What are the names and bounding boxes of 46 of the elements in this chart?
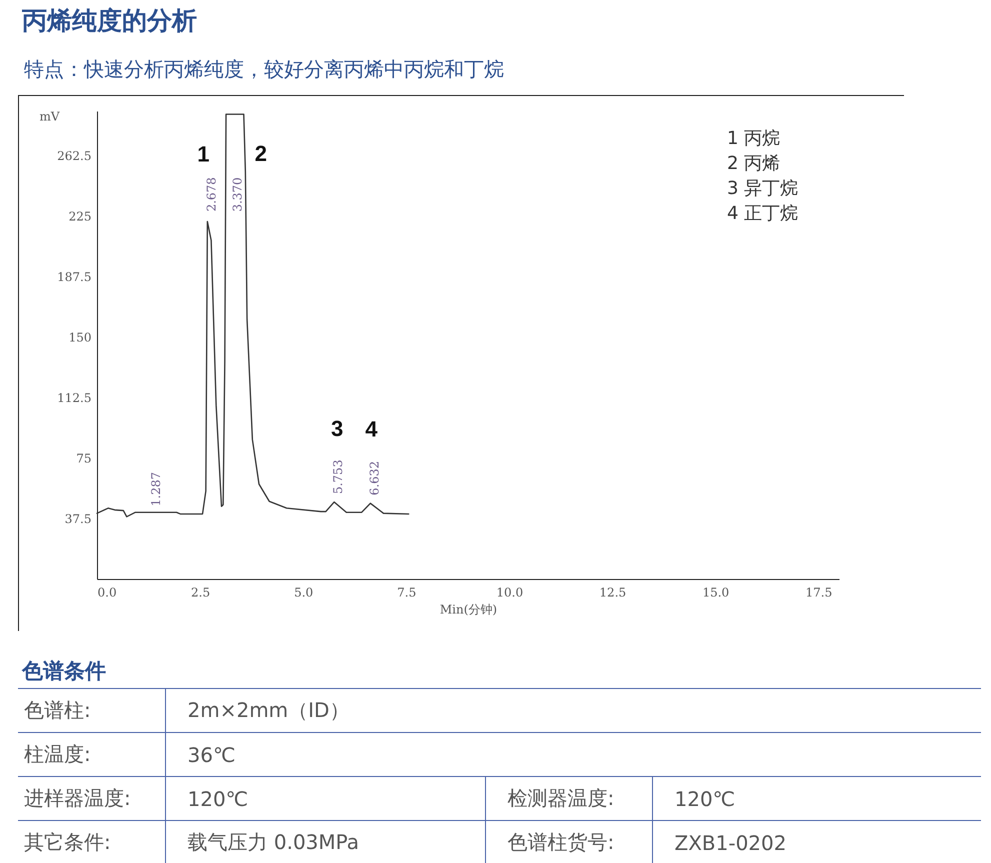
annotation: 1.287: [149, 472, 164, 506]
annotation: 2 丙烯: [727, 153, 780, 174]
text: 36℃: [165, 732, 981, 776]
x-tick-label: 2.5: [191, 586, 210, 600]
text: 色谱条件: [22, 658, 106, 685]
x-tick-label: 10.0: [496, 586, 524, 600]
annotation: 5.753: [331, 460, 346, 494]
annotation: 4 正丁烷: [727, 203, 798, 224]
text: 2m×2mm（ID）: [165, 688, 981, 732]
text: 其它条件:: [18, 820, 165, 863]
y-tick-label: 187.5: [57, 270, 92, 284]
annotation: 2.678: [204, 177, 218, 212]
text: 柱温度:: [18, 732, 165, 776]
x-axis-title: Min(分钟): [440, 602, 498, 616]
annotation: 3 异丁烷: [727, 178, 798, 199]
annotation: 3: [331, 416, 344, 442]
text: ZXB1-0202: [652, 820, 981, 863]
annotation: 4: [365, 416, 378, 442]
annotation: 6.632: [367, 460, 382, 496]
text: 120℃: [165, 776, 485, 820]
text: 色谱柱货号:: [485, 820, 652, 863]
y-tick-label: 37.5: [64, 512, 92, 526]
annotation: 1 丙烷: [727, 128, 780, 149]
x-tick-label: 0.0: [98, 586, 117, 600]
text: 检测器温度:: [485, 776, 652, 820]
y-tick-label: 262.5: [57, 148, 92, 163]
x-tick-label: 7.5: [397, 586, 416, 600]
annotation: 1: [197, 142, 210, 167]
y-axis-title: mV: [39, 110, 60, 124]
y-tick-label: 112.5: [57, 390, 92, 405]
x-tick-label: 5.0: [294, 586, 314, 600]
x-tick-label: 15.0: [702, 586, 730, 600]
annotation: 3.370: [230, 177, 244, 212]
text: 色谱柱:: [18, 688, 165, 732]
y-tick-label: 225: [68, 209, 92, 224]
y-tick-label: 150: [68, 330, 92, 344]
annotation: 2: [254, 141, 268, 166]
text: 120℃: [652, 776, 981, 820]
text: 进样器温度:: [18, 776, 165, 820]
x-tick-label: 17.5: [806, 586, 832, 600]
text: 载气压力 0.03MPa: [165, 820, 485, 863]
line-series: [96, 114, 410, 518]
y-tick-label: 75: [76, 451, 92, 466]
chart-subtitle: 特点：快速分析丙烯纯度，较好分离丙烯中丙烷和丁烷: [24, 56, 504, 83]
x-tick-label: 12.5: [599, 586, 626, 600]
chart-title: 丙烯纯度的分析: [22, 5, 197, 37]
